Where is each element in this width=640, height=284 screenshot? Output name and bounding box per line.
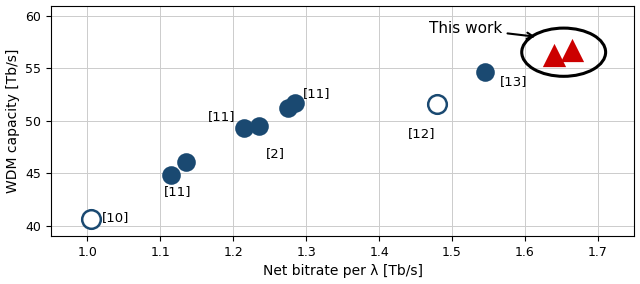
Text: [11]: [11]	[207, 110, 235, 123]
Point	[433, 102, 443, 106]
Point	[549, 53, 559, 57]
Text: [2]: [2]	[266, 147, 285, 160]
Point	[283, 106, 293, 110]
Point	[86, 217, 96, 222]
Point	[253, 124, 264, 128]
Text: [10]: [10]	[102, 211, 129, 224]
Point	[239, 126, 249, 130]
Text: [13]: [13]	[499, 75, 527, 88]
Text: [12]: [12]	[408, 127, 436, 140]
Point	[567, 47, 577, 52]
X-axis label: Net bitrate per λ [Tb/s]: Net bitrate per λ [Tb/s]	[262, 264, 422, 278]
Text: [11]: [11]	[303, 87, 330, 100]
Point	[166, 173, 177, 178]
Point	[290, 101, 300, 105]
Text: This work: This work	[429, 21, 533, 39]
Text: [11]: [11]	[164, 185, 191, 198]
Point	[480, 69, 490, 74]
Y-axis label: WDM capacity [Tb/s]: WDM capacity [Tb/s]	[6, 49, 20, 193]
Point	[180, 160, 191, 164]
